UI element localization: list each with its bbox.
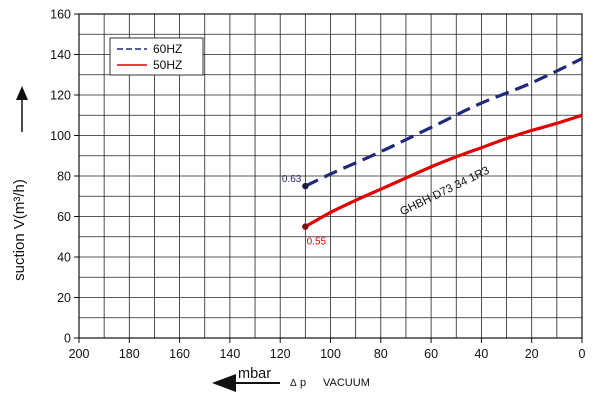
x-tick-label: 80	[374, 347, 388, 361]
x-tick-label: 100	[320, 347, 341, 361]
y-tick-label: 40	[57, 251, 71, 265]
y-tick-label: 120	[50, 89, 71, 103]
legend-label-50hz: 50HZ	[153, 58, 182, 72]
x-tick-label: 60	[424, 347, 438, 361]
x-vacuum-label: VACUUM	[323, 377, 370, 389]
y-axis-title: suction V(m³/h)	[11, 86, 28, 281]
up-arrow-icon	[16, 86, 28, 100]
series	[304, 57, 583, 228]
curve-label: GHBH D73 34 1R3	[398, 165, 491, 219]
delta-symbol: Δ	[290, 378, 297, 389]
x-tick-label: 120	[270, 347, 291, 361]
legend-box	[109, 37, 204, 76]
x-tick-label: 180	[119, 347, 140, 361]
marker-point	[302, 182, 309, 190]
series-line-50hz	[304, 113, 583, 228]
x-tick-label: 0	[579, 347, 586, 361]
y-tick-label: 60	[57, 210, 71, 224]
legend-label-60hz: 60HZ	[153, 42, 182, 56]
y-axis: 0 20 40 60 80 100 120 140 160	[50, 8, 79, 346]
left-arrow-icon	[212, 374, 236, 392]
y-axis-label: suction V(m³/h)	[11, 179, 28, 281]
y-tick-label: 100	[50, 129, 71, 143]
x-tick-label: 200	[69, 347, 90, 361]
x-tick-label: 140	[219, 347, 240, 361]
x-tick-label: 160	[169, 347, 190, 361]
y-tick-label: 80	[57, 170, 71, 184]
x-unit-label: mbar	[238, 366, 271, 382]
x-tick-label: 20	[525, 347, 539, 361]
marker-label: 0.55	[307, 237, 327, 248]
x-axis-title: mbar Δ p VACUUM	[212, 366, 370, 392]
y-tick-label: 20	[57, 291, 71, 305]
x-tick-label: 40	[474, 347, 488, 361]
marker-label: 0.63	[282, 174, 302, 185]
x-axis: 200 180 160 140 120 100 80 60 40 20 0	[69, 338, 586, 361]
y-tick-label: 140	[50, 48, 71, 62]
y-tick-label: 160	[50, 8, 71, 22]
x-p-label: p	[300, 377, 306, 389]
y-tick-label: 0	[64, 332, 71, 346]
markers: 0.63 0.55	[282, 174, 327, 248]
series-line-60hz	[304, 57, 583, 188]
marker-point	[302, 223, 309, 230]
legend: 60HZ 50HZ	[109, 37, 204, 76]
